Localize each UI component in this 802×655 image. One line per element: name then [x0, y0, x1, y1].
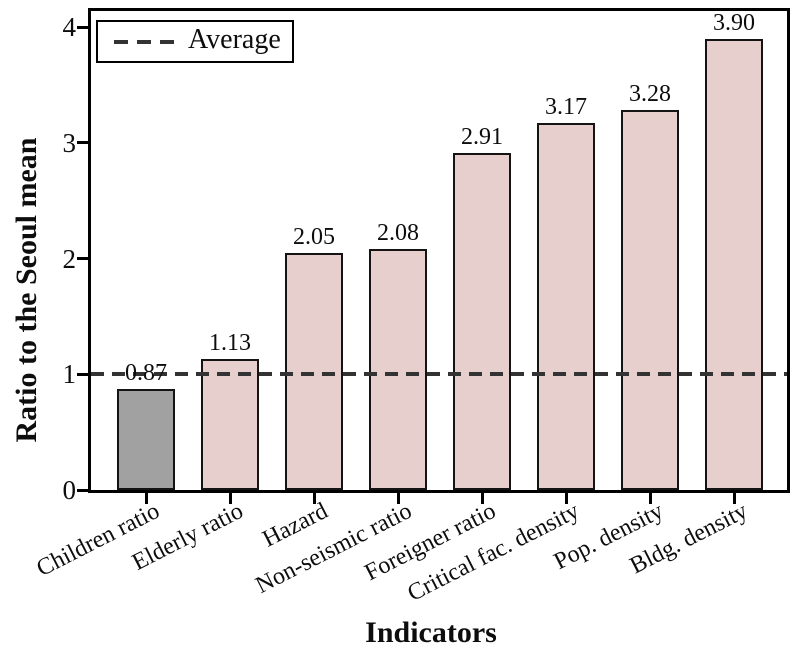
average-reference-line	[91, 372, 787, 377]
y-tick	[77, 25, 88, 29]
plot-inner: Average 0.87 1.13 2.05 2.08 2.91 3.17 3.28 3.90	[91, 9, 787, 490]
bar-children-ratio	[117, 389, 175, 490]
bar-critical-fac-density	[537, 123, 595, 490]
y-tick	[77, 372, 88, 376]
bar-value-label: 2.05	[293, 223, 335, 250]
bar-value-label: 1.13	[209, 330, 251, 357]
bar-pop-density	[621, 110, 679, 490]
bar-foreigner-ratio	[453, 153, 511, 490]
legend-label: Average	[188, 23, 281, 55]
bar-value-label: 3.90	[713, 9, 755, 36]
y-tick-label: 1	[62, 359, 77, 390]
bar-value-label: 2.91	[461, 124, 503, 151]
x-tick	[648, 493, 652, 504]
x-tick	[564, 493, 568, 504]
y-tick	[77, 488, 88, 492]
y-tick	[77, 257, 88, 260]
bar-elderly-ratio	[201, 359, 259, 490]
dashed-line-legend-icon	[114, 39, 174, 44]
bar-value-label: 3.28	[629, 81, 671, 108]
y-tick-label: 4	[62, 12, 77, 42]
legend: Average	[96, 20, 294, 63]
bar-value-label: 0.87	[125, 360, 167, 387]
x-tick	[396, 493, 400, 504]
y-axis-label: Ratio to the Seoul mean	[10, 137, 43, 443]
plot-area: Average 0.87 1.13 2.05 2.08 2.91 3.17 3.28 3.90	[88, 8, 790, 493]
y-tick	[77, 141, 88, 145]
y-tick-label: 2	[62, 243, 77, 274]
x-tick	[732, 493, 736, 504]
x-axis-label: Indicators	[365, 616, 497, 649]
bar-value-label: 2.08	[377, 220, 419, 247]
x-tick	[228, 493, 232, 504]
bar-value-label: 3.17	[545, 94, 587, 121]
bar-non-seismic-ratio	[369, 249, 427, 490]
bar-hazard	[285, 252, 343, 490]
y-tick-label: 3	[62, 127, 77, 158]
x-tick	[144, 493, 148, 504]
bar-bldg-density	[705, 38, 763, 490]
x-tick	[312, 493, 316, 504]
y-tick-label: 0	[62, 475, 77, 505]
x-tick	[480, 493, 484, 504]
